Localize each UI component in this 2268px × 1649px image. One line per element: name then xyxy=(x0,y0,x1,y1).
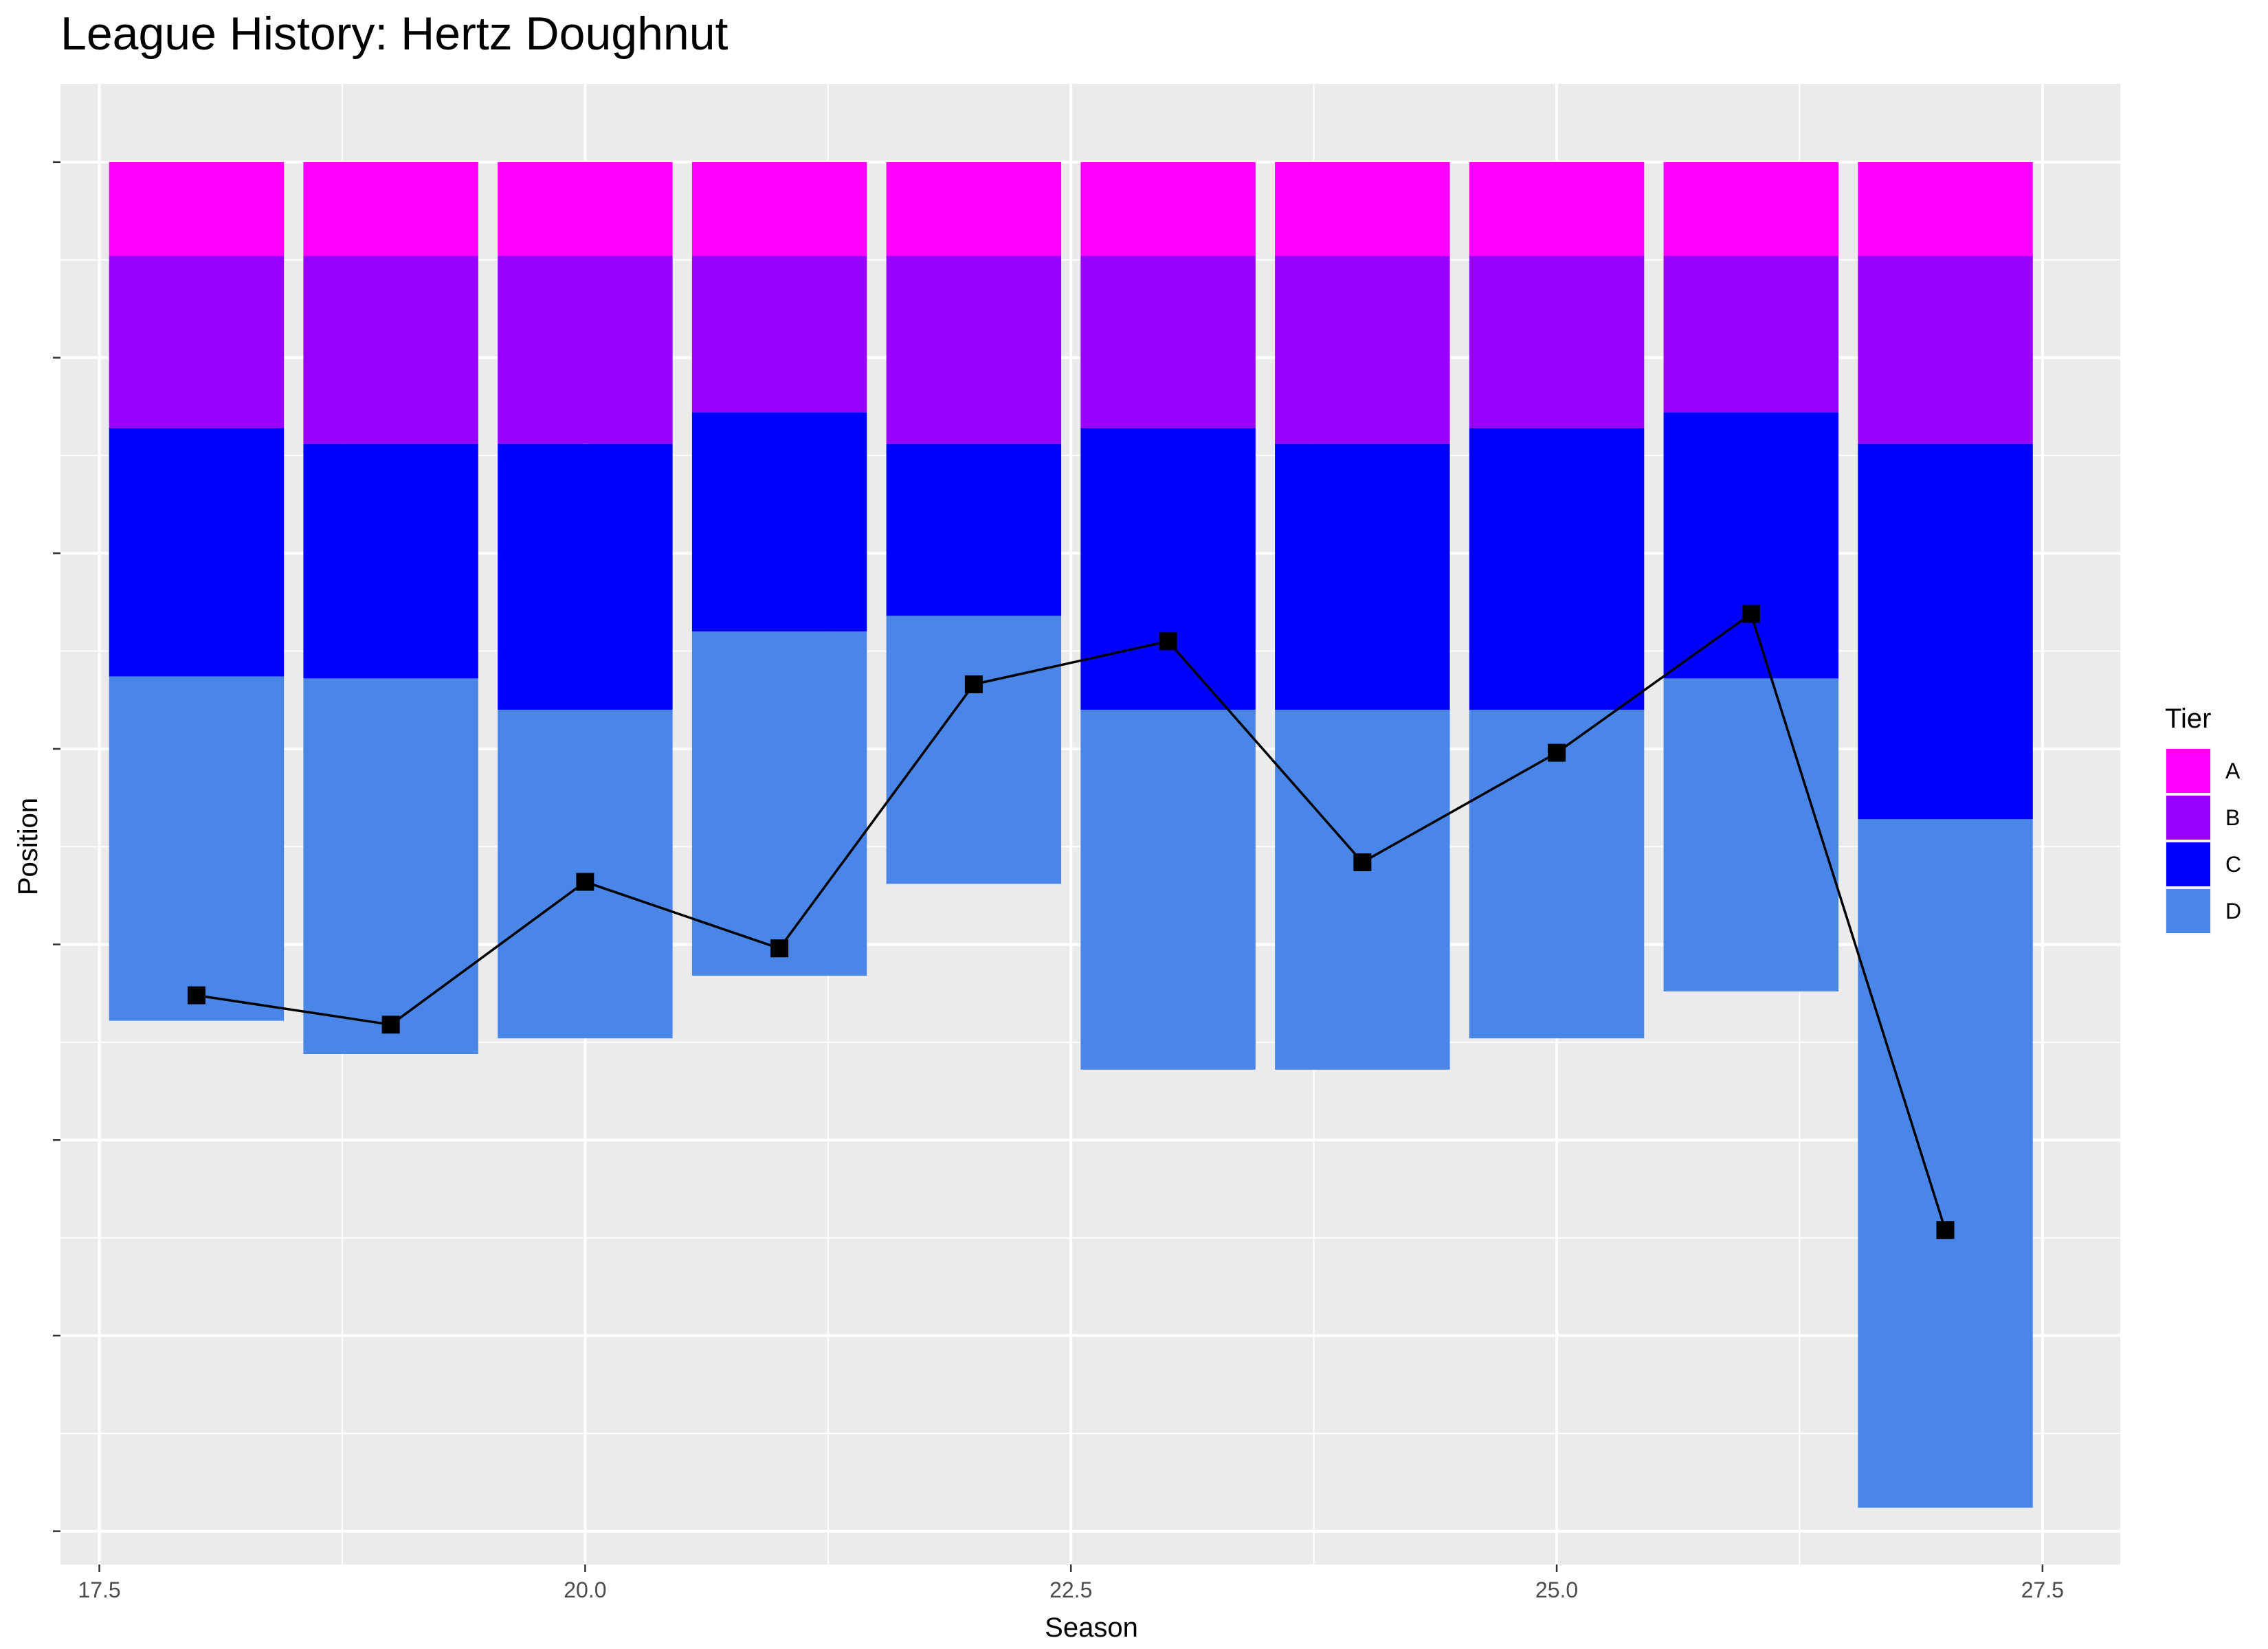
bar-season-24-tier-B xyxy=(1275,256,1450,444)
x-tick-label: 20.0 xyxy=(564,1578,606,1602)
bar-season-26-tier-A xyxy=(1663,161,1839,256)
legend-label-C: C xyxy=(2225,852,2241,877)
position-marker-season-18 xyxy=(187,986,205,1005)
legend-swatch-A xyxy=(2166,749,2210,793)
chart-title: League History: Hertz Doughnut xyxy=(60,8,729,60)
tier-bars xyxy=(109,161,2033,1508)
bar-season-18-tier-B xyxy=(109,256,285,429)
bar-season-18-tier-D xyxy=(109,676,285,1021)
bar-season-25-tier-C xyxy=(1469,428,1645,710)
bar-season-21-tier-B xyxy=(691,256,867,413)
bar-season-19-tier-D xyxy=(303,678,478,1054)
position-marker-season-25 xyxy=(1548,743,1566,762)
bar-season-20-tier-B xyxy=(498,256,673,444)
bar-season-22-tier-B xyxy=(886,256,1062,444)
bar-season-18-tier-A xyxy=(109,161,285,256)
position-line xyxy=(187,605,1955,1239)
legend-title: Tier xyxy=(2165,704,2211,734)
bar-season-23-tier-A xyxy=(1080,161,1256,256)
bar-season-27-tier-A xyxy=(1858,161,2033,256)
position-marker-season-22 xyxy=(964,675,983,693)
bar-season-24-tier-D xyxy=(1275,709,1450,1070)
bar-season-22-tier-D xyxy=(886,616,1062,884)
bar-season-21-tier-C xyxy=(691,412,867,632)
bar-season-25-tier-D xyxy=(1469,709,1645,1039)
y-axis-title: Position xyxy=(13,798,43,895)
bar-season-21-tier-A xyxy=(691,161,867,256)
bar-season-26-tier-D xyxy=(1663,678,1839,991)
legend-label-A: A xyxy=(2225,759,2241,783)
bar-season-24-tier-C xyxy=(1275,443,1450,710)
x-axis-title: Season xyxy=(1045,1613,1138,1643)
position-marker-season-26 xyxy=(1742,605,1760,623)
position-marker-season-23 xyxy=(1159,632,1177,651)
bar-season-26-tier-B xyxy=(1663,256,1839,413)
x-tick-label: 25.0 xyxy=(1535,1578,1578,1602)
x-tick-label: 22.5 xyxy=(1049,1578,1092,1602)
bar-season-27-tier-D xyxy=(1858,819,2033,1508)
bar-season-24-tier-A xyxy=(1275,161,1450,256)
bar-season-26-tier-C xyxy=(1663,412,1839,679)
legend-label-D: D xyxy=(2225,899,2241,923)
bar-season-20-tier-C xyxy=(498,443,673,710)
bar-season-19-tier-C xyxy=(303,443,478,679)
bar-season-23-tier-D xyxy=(1080,709,1256,1070)
legend-swatch-C xyxy=(2166,842,2210,886)
position-marker-season-21 xyxy=(770,939,789,958)
bar-season-23-tier-B xyxy=(1080,256,1256,429)
bar-season-25-tier-A xyxy=(1469,161,1645,256)
bar-season-22-tier-C xyxy=(886,443,1062,616)
x-tick-label: 27.5 xyxy=(2021,1578,2064,1602)
legend-swatch-D xyxy=(2166,889,2210,933)
x-axis: 17.5 20.0 22.5 25.0 27.5 xyxy=(78,1564,2064,1602)
bar-season-27-tier-B xyxy=(1858,256,2033,444)
position-polyline xyxy=(196,612,1947,1231)
legend-label-B: B xyxy=(2225,805,2240,830)
bar-season-21-tier-D xyxy=(691,631,867,976)
bar-season-27-tier-C xyxy=(1858,443,2033,820)
y-axis xyxy=(53,161,60,1532)
bar-season-20-tier-A xyxy=(498,161,673,256)
position-marker-season-19 xyxy=(381,1016,400,1034)
position-marker-season-20 xyxy=(576,873,594,891)
bar-season-18-tier-C xyxy=(109,428,285,677)
bar-season-19-tier-A xyxy=(303,161,478,256)
position-marker-season-24 xyxy=(1353,853,1372,872)
bar-season-23-tier-C xyxy=(1080,428,1256,710)
legend-swatch-B xyxy=(2166,796,2210,840)
x-tick-label: 17.5 xyxy=(78,1578,120,1602)
position-marker-season-27 xyxy=(1936,1221,1955,1239)
bar-season-19-tier-B xyxy=(303,256,478,444)
bar-season-22-tier-A xyxy=(886,161,1062,256)
bar-season-25-tier-B xyxy=(1469,256,1645,429)
